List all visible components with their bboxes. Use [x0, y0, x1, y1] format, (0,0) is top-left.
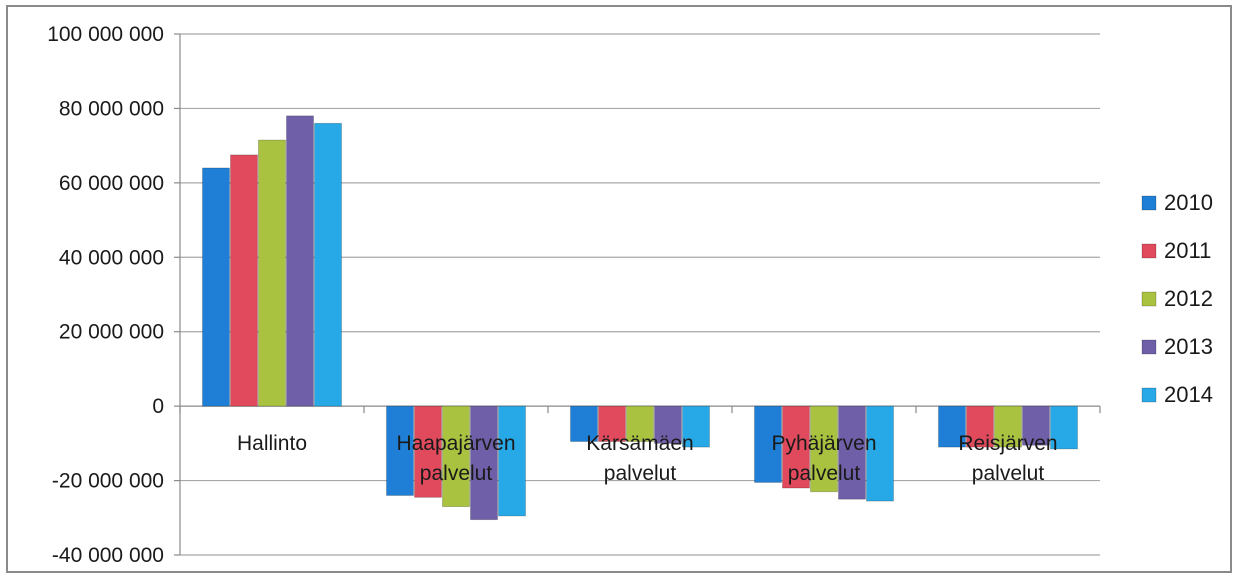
bar-2011-1 [414, 405, 442, 498]
bar-2010-2 [570, 405, 598, 442]
category-label: palvelut [420, 462, 493, 485]
bar-2014-3 [866, 405, 894, 502]
category-label: palvelut [604, 462, 677, 485]
legend-swatch-2010 [1141, 195, 1157, 211]
legend-swatch-2014 [1141, 387, 1157, 403]
category-label: Reisjärven [958, 432, 1057, 455]
bar-2010-0 [202, 167, 230, 407]
category-label: Hallinto [237, 432, 307, 455]
legend-swatch-2013 [1141, 339, 1157, 355]
bar-2010-4 [938, 405, 966, 448]
y-tick-label: -20 000 000 [52, 470, 164, 493]
bar-2011-0 [230, 154, 258, 407]
y-tick-label: 60 000 000 [59, 172, 164, 195]
bar-2011-3 [782, 405, 810, 489]
y-tick-label: -40 000 000 [52, 544, 164, 567]
legend-label: 2014 [1164, 382, 1213, 407]
bar-2012-1 [442, 405, 470, 508]
bar-2013-3 [838, 405, 866, 500]
bar-2013-1 [470, 405, 498, 521]
bar-2013-2 [654, 405, 682, 444]
bar-2014-2 [682, 405, 710, 448]
legend-swatch-2011 [1141, 243, 1157, 259]
bar-2014-1 [498, 405, 526, 517]
y-tick-label: 80 000 000 [59, 97, 164, 120]
legend-label: 2013 [1164, 334, 1213, 359]
bar-2010-3 [754, 405, 782, 483]
category-label: palvelut [788, 462, 861, 485]
category-label: Pyhäjärven [771, 432, 876, 455]
bar-2012-3 [810, 405, 838, 493]
bar-2011-2 [598, 405, 626, 442]
category-label: Kärsämäen [586, 432, 693, 455]
bar-2014-0 [314, 122, 342, 407]
bar-2012-4 [994, 405, 1022, 448]
legend-swatch-2012 [1141, 291, 1157, 307]
category-label: Haapajärven [396, 432, 515, 455]
bar-2014-4 [1050, 405, 1078, 450]
y-tick-label: 20 000 000 [59, 321, 164, 344]
bar-2012-0 [258, 139, 286, 407]
bar-2013-0 [286, 115, 314, 407]
bar-2011-4 [966, 405, 994, 448]
bar-2013-4 [1022, 405, 1050, 446]
legend-label: 2012 [1164, 286, 1213, 311]
bar-2010-1 [386, 405, 414, 496]
y-tick-label: 100 000 000 [47, 23, 164, 46]
y-tick-label: 0 [152, 395, 164, 418]
legend-label: 2011 [1164, 238, 1211, 263]
category-label: palvelut [972, 462, 1045, 485]
bar-2012-2 [626, 405, 654, 442]
legend-label: 2010 [1164, 190, 1213, 215]
y-tick-label: 40 000 000 [59, 246, 164, 269]
